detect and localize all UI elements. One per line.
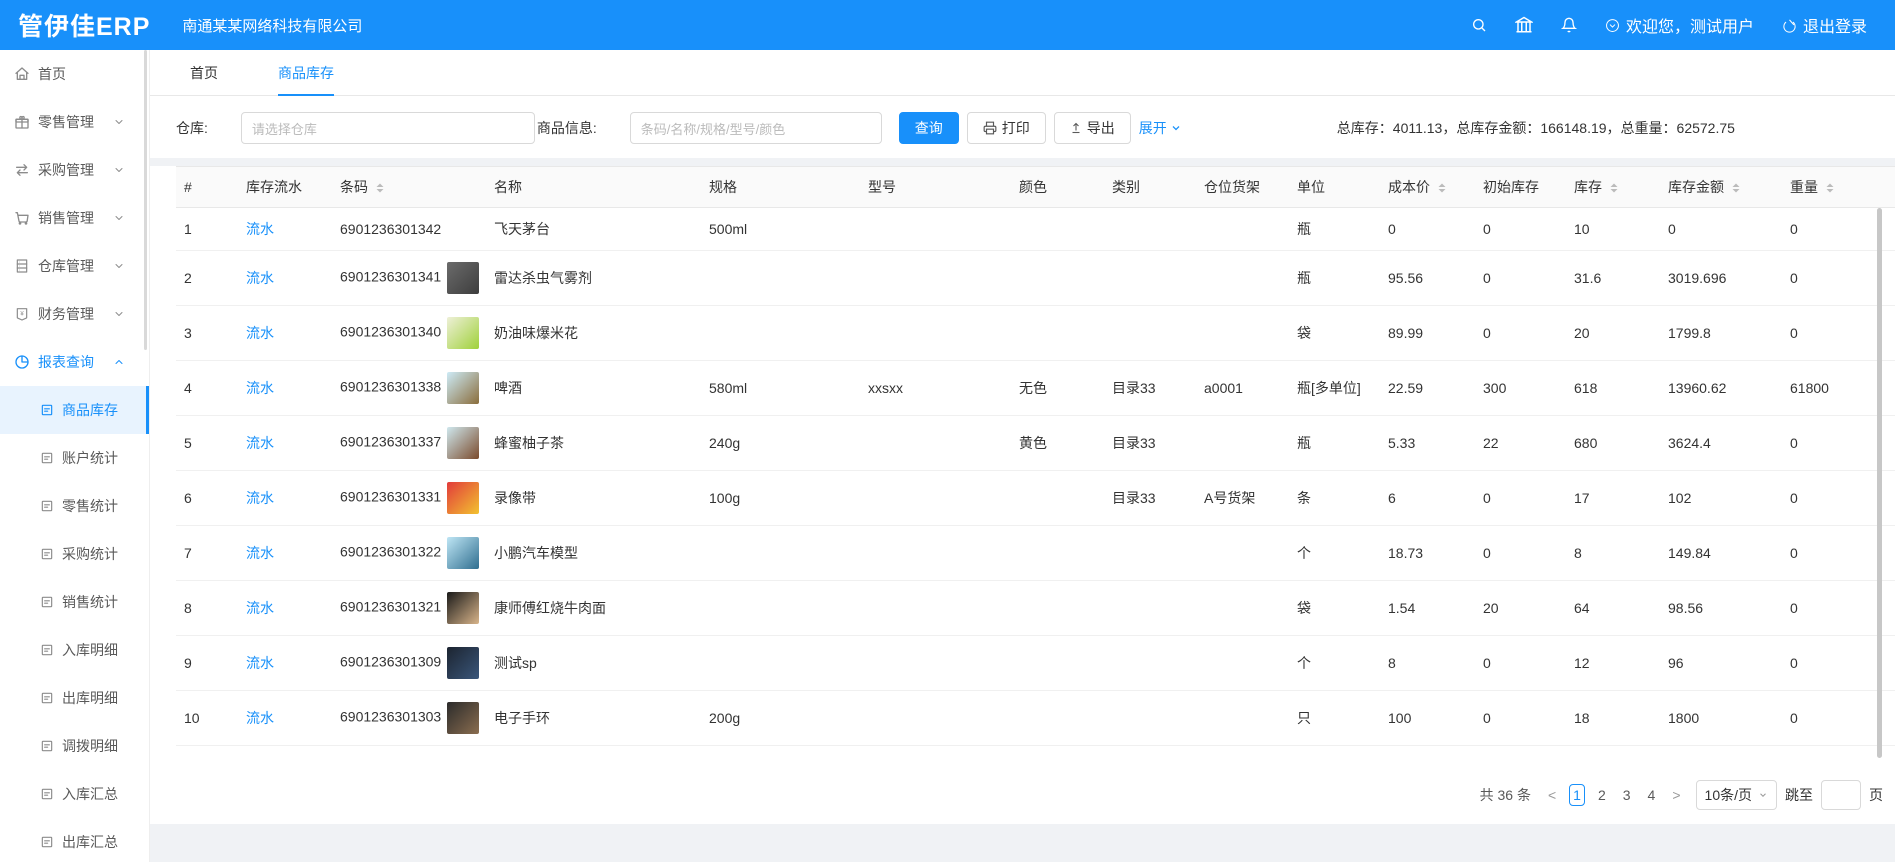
svg-text:¥: ¥ — [20, 312, 24, 318]
